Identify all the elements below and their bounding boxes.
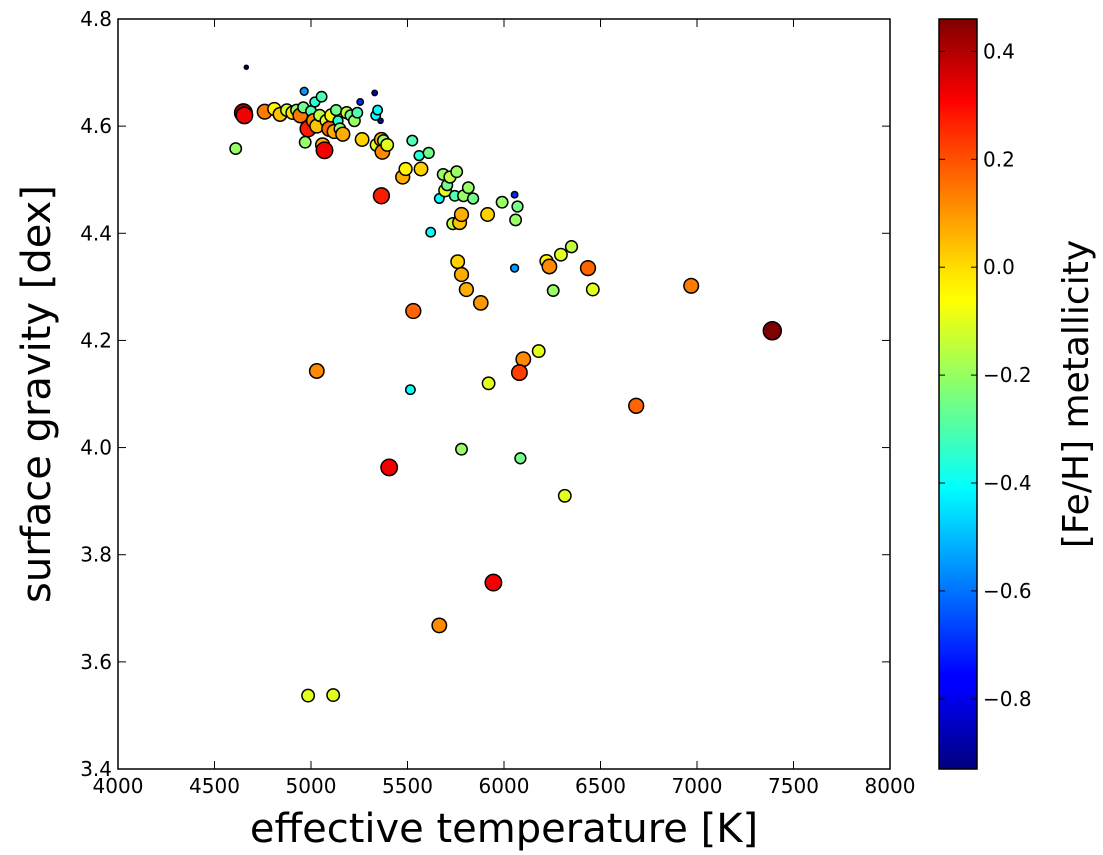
y-tick-label-0: 3.4 xyxy=(80,757,112,781)
data-point-45 xyxy=(372,187,391,205)
x-tick-label-3: 5500 xyxy=(382,774,433,798)
data-point-81 xyxy=(579,259,597,277)
data-point-82 xyxy=(585,282,600,297)
x-axis-title: effective temperature [K] xyxy=(250,806,758,852)
data-point-68 xyxy=(466,192,480,205)
data-point-36 xyxy=(371,89,379,97)
x-tick-label-1: 4500 xyxy=(189,774,240,798)
data-point-94 xyxy=(514,452,527,465)
data-point-60 xyxy=(450,165,464,179)
data-point-19 xyxy=(315,90,328,103)
x-tick-label-6: 7000 xyxy=(672,774,723,798)
data-point-49 xyxy=(413,149,425,162)
data-point-66 xyxy=(458,281,475,298)
data-point-91 xyxy=(404,384,416,396)
data-point-50 xyxy=(413,161,429,177)
data-point-93 xyxy=(455,442,468,456)
data-point-96 xyxy=(557,488,572,503)
data-point-34 xyxy=(356,98,365,106)
data-point-92 xyxy=(628,397,645,414)
data-point-78 xyxy=(546,284,560,298)
y-axis-title: surface gravity [dex] xyxy=(14,185,60,603)
data-point-64 xyxy=(453,266,470,283)
plot-area xyxy=(118,19,890,769)
data-point-72 xyxy=(510,190,519,199)
x-tick-label-2: 5000 xyxy=(286,774,337,798)
colorbar-tick-label-3: −0.2 xyxy=(983,363,1032,387)
data-point-73 xyxy=(509,263,520,273)
colorbar-tick-label-1: 0.2 xyxy=(983,147,1015,171)
data-point-90 xyxy=(308,363,325,379)
data-point-101 xyxy=(229,142,243,156)
data-point-79 xyxy=(553,247,568,262)
y-tick-label-5: 4.4 xyxy=(80,221,112,245)
data-point-88 xyxy=(510,364,528,382)
data-point-74 xyxy=(509,213,523,227)
colorbar xyxy=(938,18,978,770)
data-point-33 xyxy=(351,106,364,119)
data-point-70 xyxy=(480,207,496,222)
y-tick-label-4: 4.2 xyxy=(80,328,112,352)
y-tick-label-1: 3.6 xyxy=(80,650,112,674)
y-tick-label-7: 4.8 xyxy=(80,7,112,31)
data-point-85 xyxy=(405,302,422,320)
data-point-97 xyxy=(484,573,503,592)
data-point-83 xyxy=(683,277,700,294)
data-point-2 xyxy=(235,106,254,125)
colorbar-title: [Fe/H] metallicity xyxy=(1056,240,1097,548)
data-point-48 xyxy=(406,134,419,147)
data-point-98 xyxy=(431,617,448,634)
colorbar-tick-label-4: −0.4 xyxy=(983,471,1032,495)
data-point-47 xyxy=(398,161,413,177)
x-tick-label-8: 8000 xyxy=(865,774,916,798)
data-point-99 xyxy=(301,688,316,703)
data-point-100 xyxy=(326,688,341,703)
data-point-89 xyxy=(481,376,496,391)
data-point-51 xyxy=(422,146,435,160)
data-point-39 xyxy=(372,104,384,116)
x-tick-label-7: 7500 xyxy=(768,774,819,798)
data-point-69 xyxy=(472,295,489,311)
x-tick-label-0: 4000 xyxy=(93,774,144,798)
x-tick-label-5: 6500 xyxy=(575,774,626,798)
data-point-86 xyxy=(531,344,546,359)
y-tick-label-2: 3.8 xyxy=(80,543,112,567)
data-points xyxy=(229,64,783,703)
data-point-75 xyxy=(511,200,524,213)
data-point-84 xyxy=(762,321,783,341)
colorbar-ticks: 0.4 0.2 0.0 −0.2 −0.4 −0.6 −0.8 xyxy=(939,39,1032,711)
data-point-21 xyxy=(315,141,334,160)
data-point-80 xyxy=(564,240,579,254)
data-point-63 xyxy=(453,206,470,223)
data-point-12 xyxy=(298,135,312,149)
data-point-40 xyxy=(377,117,384,125)
data-point-11 xyxy=(299,86,309,96)
x-axis-ticks: 4000 4500 5000 5500 6000 6500 7000 7500 8000 xyxy=(93,19,916,798)
data-point-44 xyxy=(380,137,395,152)
data-point-61 xyxy=(450,254,466,270)
data-point-29 xyxy=(335,126,351,142)
data-point-26 xyxy=(329,103,343,117)
data-point-71 xyxy=(495,195,509,209)
data-point-52 xyxy=(425,226,437,238)
y-axis-ticks: 3.4 3.6 3.8 4.0 4.2 4.4 4.6 4.8 xyxy=(80,7,890,781)
colorbar-tick-label-6: −0.8 xyxy=(983,687,1032,711)
data-point-35 xyxy=(354,132,370,147)
colorbar-tick-label-0: 0.4 xyxy=(983,39,1015,63)
y-tick-label-3: 4.0 xyxy=(80,436,112,460)
data-point-67 xyxy=(461,181,475,195)
colorbar-tick-label-5: −0.6 xyxy=(983,579,1032,603)
x-tick-label-4: 6000 xyxy=(479,774,530,798)
colorbar-tick-label-2: 0.0 xyxy=(983,255,1015,279)
data-point-77 xyxy=(541,258,558,275)
data-point-95 xyxy=(380,458,399,477)
y-tick-label-6: 4.6 xyxy=(80,114,112,138)
data-point-0 xyxy=(243,64,250,70)
